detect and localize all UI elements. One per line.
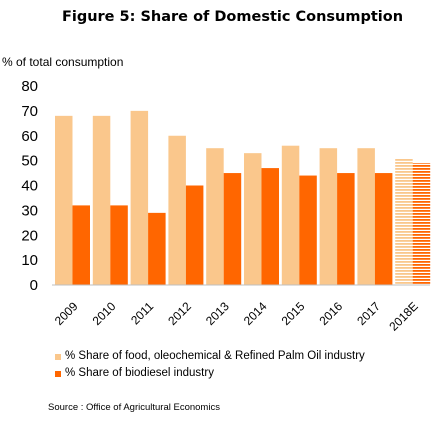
- bar-food-share: [357, 148, 375, 285]
- legend-item-biodiesel: % Share of biodiesel industry: [55, 365, 365, 382]
- bar-biodiesel-share: [374, 173, 393, 285]
- x-tick-label: 2013: [203, 299, 232, 328]
- bar-food-share: [244, 153, 262, 285]
- x-tick-label: 2011: [128, 299, 156, 327]
- bar-biodiesel-share: [72, 205, 90, 285]
- y-tick-label: 0: [30, 277, 38, 294]
- bar-food-share: [281, 145, 300, 285]
- bar-biodiesel-share: [412, 163, 431, 285]
- y-tick-label: 30: [21, 202, 38, 219]
- x-tick-label: 2009: [52, 299, 81, 328]
- bar-biodiesel-share: [148, 212, 166, 285]
- legend: % Share of food, oleochemical & Refined …: [55, 348, 365, 382]
- bar-food-share: [319, 148, 338, 285]
- x-tick-label: 2017: [354, 299, 383, 328]
- bar-food-share: [55, 115, 73, 285]
- legend-item-food: % Share of food, oleochemical & Refined …: [55, 348, 365, 365]
- y-tick-label: 80: [21, 78, 38, 95]
- legend-swatch-biodiesel: [55, 370, 61, 377]
- bar-food-share: [168, 135, 186, 285]
- bar-biodiesel-share: [337, 173, 355, 285]
- y-tick-label: 50: [21, 153, 38, 170]
- y-tick-label: 40: [21, 178, 38, 195]
- bar-food-share: [395, 158, 413, 285]
- legend-swatch-food: [55, 353, 61, 360]
- legend-label-food: % Share of food, oleochemical & Refined …: [65, 350, 365, 362]
- chart-title: Figure 5: Share of Domestic Consumption: [61, 9, 404, 25]
- bar-food-share: [206, 148, 224, 285]
- x-tick-label: 2018E: [386, 299, 420, 333]
- bar-biodiesel-share: [185, 185, 204, 285]
- x-tick-label: 2010: [90, 299, 119, 328]
- x-tick-label: 2012: [165, 299, 194, 328]
- y-tick-label: 20: [21, 227, 38, 244]
- bar-biodiesel-share: [261, 168, 279, 285]
- bar-biodiesel-share: [299, 175, 317, 285]
- y-tick-label: 70: [21, 103, 38, 120]
- bar-food-share: [92, 115, 111, 285]
- bar-biodiesel-share: [110, 205, 128, 285]
- y-tick-label: 10: [21, 252, 38, 269]
- x-tick-label: 2015: [279, 299, 308, 328]
- bar-biodiesel-share: [223, 173, 242, 285]
- bar-food-share: [130, 110, 149, 285]
- legend-label-biodiesel: % Share of biodiesel industry: [65, 367, 214, 379]
- y-axis-label: % of total consumption: [2, 55, 124, 69]
- y-tick-label: 60: [21, 128, 38, 145]
- source-note: Source : Office of Agricultural Economic…: [48, 402, 220, 413]
- x-tick-label: 2016: [316, 299, 345, 328]
- x-tick-label: 2014: [241, 299, 270, 328]
